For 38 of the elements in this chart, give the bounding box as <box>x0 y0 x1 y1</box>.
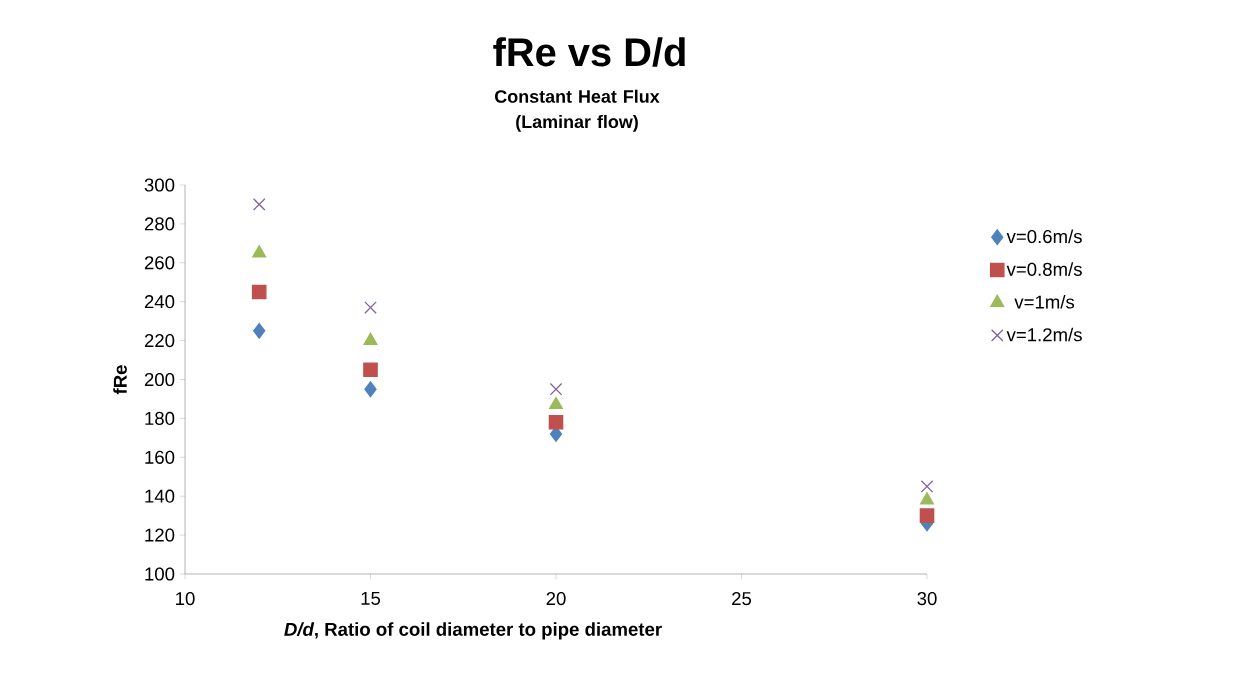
x-tick-label: 30 <box>917 591 937 606</box>
y-tick-label: 300 <box>144 178 175 192</box>
point <box>364 301 377 314</box>
y-tick-label: 160 <box>145 450 175 464</box>
y-tick-label: 280 <box>144 217 175 231</box>
y-tick-label: 240 <box>144 295 175 309</box>
x-tick-label: 10 <box>176 591 195 606</box>
y-tick-label: 220 <box>144 334 175 348</box>
point <box>252 198 266 211</box>
point <box>919 508 935 523</box>
y-tick-label: 120 <box>145 528 175 542</box>
x-tick-label: 20 <box>546 591 566 606</box>
y-tick-label: 100 <box>145 567 175 581</box>
x-axis-title: D/d, Ratio of coil diameter to pipe diameter <box>284 622 662 640</box>
point <box>253 322 266 339</box>
point <box>549 382 563 396</box>
point <box>920 480 934 493</box>
chart-subtitle: Constant Heat Flux (Laminar flow) <box>495 89 660 132</box>
point <box>549 396 563 410</box>
legend-label: v=0.6m/s <box>1006 229 1082 244</box>
chart-title: fRe vs D/d <box>493 37 685 67</box>
point <box>920 492 934 505</box>
point <box>252 245 267 258</box>
point <box>251 284 267 300</box>
point <box>364 381 377 398</box>
y-axis-title: fRe <box>113 365 127 395</box>
point <box>548 414 564 430</box>
legend-label: v=1m/s <box>1014 294 1075 309</box>
legend-label: v=1.2m/s <box>1006 327 1082 342</box>
point <box>363 332 378 345</box>
y-tick-label: 260 <box>144 256 175 270</box>
x-tick-label: 15 <box>361 591 381 605</box>
y-tick-label: 140 <box>145 489 175 503</box>
point <box>363 362 378 378</box>
y-tick-label: 200 <box>144 372 175 387</box>
y-tick-label: 180 <box>145 411 175 425</box>
legend-label: v=0.8m/s <box>1006 262 1082 276</box>
x-tick-label: 25 <box>732 591 752 606</box>
